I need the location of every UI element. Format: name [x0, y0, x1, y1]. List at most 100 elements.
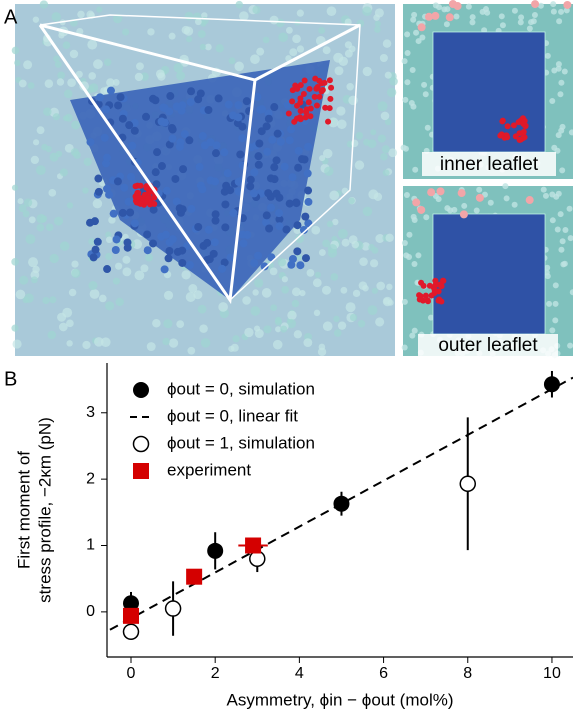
bead [179, 165, 188, 174]
bead [254, 251, 263, 260]
bead [228, 57, 236, 65]
bead [351, 240, 360, 249]
bead [120, 183, 129, 192]
bead [431, 287, 438, 294]
bead [443, 21, 450, 28]
bead [352, 289, 361, 298]
bead [111, 246, 120, 255]
bead [137, 182, 144, 189]
bead [59, 168, 68, 177]
bead [125, 121, 134, 130]
bead [559, 123, 566, 130]
bead [162, 337, 170, 346]
bead [11, 324, 19, 332]
bead [401, 344, 408, 351]
bead [380, 152, 388, 161]
label-bg [422, 152, 556, 176]
bead [28, 257, 39, 268]
bead [329, 190, 340, 201]
bead [57, 312, 67, 322]
bead [165, 107, 174, 116]
bead [287, 125, 296, 134]
bead [242, 296, 251, 305]
bead [199, 43, 207, 51]
y-tick-label: 0 [86, 603, 95, 620]
y-axis-label: stress profile, −2κm (pN) [35, 417, 54, 603]
bead [361, 242, 371, 251]
bead [24, 293, 34, 303]
bead [54, 216, 64, 226]
bead [424, 124, 431, 131]
bead [89, 289, 100, 299]
box-edge [38, 23, 361, 305]
bead [561, 68, 568, 75]
point [207, 542, 224, 559]
bead [293, 247, 302, 256]
bead [411, 261, 418, 268]
bead [417, 23, 426, 32]
bead [94, 337, 104, 347]
bead [406, 231, 413, 238]
bead [557, 91, 564, 98]
image-label: inner leaflet [440, 154, 539, 175]
bead [321, 79, 328, 86]
bead [246, 182, 255, 191]
bead [127, 172, 136, 181]
bead [549, 217, 556, 224]
bead [262, 218, 271, 227]
bead [301, 77, 308, 84]
bead [112, 78, 120, 86]
bead [172, 102, 181, 111]
bead [250, 306, 261, 316]
bead [328, 84, 335, 91]
bead [82, 187, 89, 194]
bead [168, 338, 179, 348]
bead [14, 59, 21, 66]
bead [178, 258, 187, 267]
bead [134, 194, 141, 201]
bead [151, 96, 160, 105]
x-tick-label: 6 [379, 665, 388, 682]
bead [318, 27, 326, 34]
bead [285, 136, 294, 145]
bead [25, 234, 36, 245]
bead [220, 187, 229, 196]
bead [276, 137, 285, 146]
bead [175, 204, 184, 213]
bead [422, 91, 429, 98]
bead [386, 87, 397, 98]
bead [409, 332, 416, 339]
bead [400, 144, 407, 151]
bead [105, 301, 115, 311]
bead [181, 270, 191, 280]
bead [558, 246, 565, 253]
bead [112, 277, 120, 285]
bead [297, 82, 304, 89]
legend-marker [133, 463, 149, 479]
bead [54, 60, 62, 68]
label-bg [418, 334, 558, 358]
bead [294, 163, 303, 172]
bead [502, 183, 509, 190]
bead [401, 298, 408, 305]
bead [530, 18, 537, 25]
bead [186, 98, 195, 107]
bead [324, 166, 334, 176]
bead [146, 342, 156, 352]
bead [108, 216, 116, 224]
bead [301, 254, 310, 263]
bead [311, 225, 321, 235]
bead [257, 105, 266, 114]
bead [417, 205, 426, 214]
bead [62, 41, 71, 50]
y-tick-label: 3 [86, 404, 95, 421]
bead [171, 174, 180, 183]
bead [348, 197, 355, 205]
bead [161, 230, 170, 239]
bead [71, 120, 81, 130]
bead [87, 39, 98, 50]
bead [563, 7, 570, 14]
bead [204, 225, 213, 234]
bead [211, 177, 220, 186]
bead [453, 2, 462, 11]
